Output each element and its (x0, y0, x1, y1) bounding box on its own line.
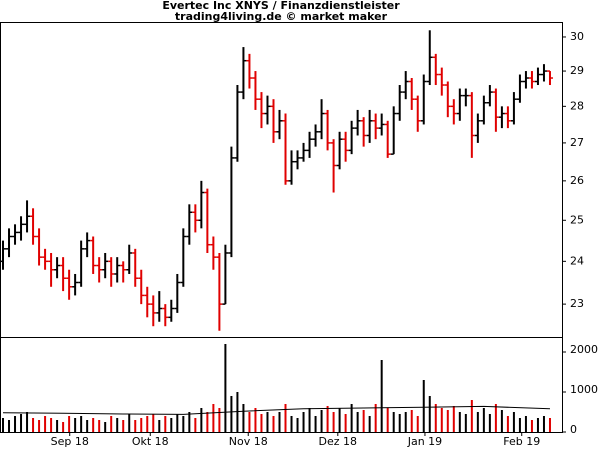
y-tick-label: 2000 (570, 343, 598, 356)
y-tick-label: 27 (570, 136, 584, 149)
price-panel (0, 22, 563, 338)
x-tick-label: Sep 18 (51, 435, 89, 448)
x-tick-label: Jan 19 (407, 435, 442, 448)
y-tick-label: 29 (570, 64, 584, 77)
x-tick-label: Nov 18 (229, 435, 268, 448)
volume-panel (0, 337, 563, 433)
x-tick-label: Feb 19 (503, 435, 540, 448)
volume-average (3, 405, 550, 415)
chart-subtitle: trading4living.de © market maker (175, 10, 388, 23)
y-tick-label: 23 (570, 297, 584, 310)
y-tick-label: 25 (570, 213, 584, 226)
y-tick-label: 28 (570, 99, 584, 112)
y-tick-label: 26 (570, 174, 584, 187)
y-tick-label: 0 (570, 423, 577, 436)
y-tick-label: 24 (570, 254, 584, 267)
y-tick-label: 1000 (570, 383, 598, 396)
x-tick-label: Dez 18 (319, 435, 358, 448)
y-tick-label: 30 (570, 30, 584, 43)
chart-title: Evertec Inc XNYS / Finanzdienstleister (162, 0, 400, 12)
x-tick-label: Okt 18 (132, 435, 169, 448)
